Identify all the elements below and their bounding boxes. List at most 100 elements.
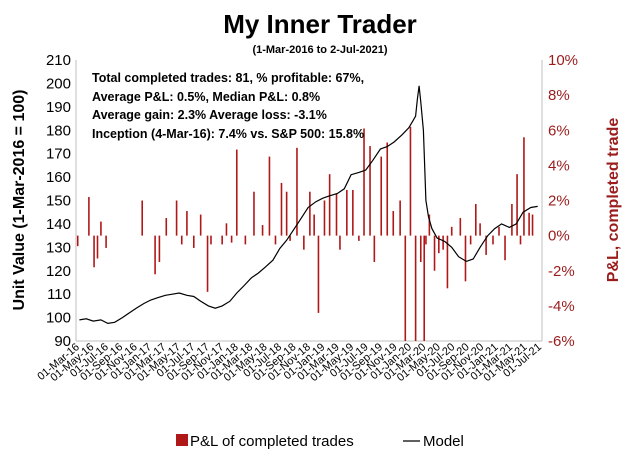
pnl-bar-7	[154, 235, 156, 275]
left-y-tick-1: 100	[46, 310, 71, 327]
pnl-bar-12	[186, 211, 188, 236]
right-y-tick-0: -6%	[548, 333, 575, 350]
annotation-line-2: Average P&L: 0.5%, Median P&L: 0.8%	[92, 90, 320, 104]
pnl-bar-64	[479, 223, 481, 236]
pnl-bar-43	[373, 235, 376, 262]
legend-bar-label: P&L of completed trades	[190, 433, 354, 450]
pnl-bar-73	[528, 212, 530, 236]
pnl-bar-40	[358, 235, 360, 241]
pnl-bar-42	[369, 146, 371, 236]
pnl-bar-3	[96, 235, 99, 259]
pnl-bar-18	[225, 223, 228, 236]
left-y-tick-12: 210	[46, 52, 71, 69]
chart-title: My Inner Trader	[223, 9, 417, 39]
legend-line-label: Model	[423, 433, 464, 450]
right-y-tick-7: 8%	[548, 87, 570, 104]
pnl-bar-50	[414, 235, 417, 341]
pnl-bar-28	[289, 235, 291, 241]
pnl-bar-57	[442, 235, 444, 250]
left-y-tick-11: 200	[46, 75, 71, 92]
pnl-bar-41	[363, 128, 365, 236]
pnl-bar-2	[93, 235, 95, 268]
pnl-bar-62	[469, 235, 472, 245]
annotation-line-1: Total completed trades: 81, % profitable…	[92, 71, 364, 85]
left-y-tick-2: 110	[47, 286, 71, 303]
pnl-bar-47	[399, 200, 401, 236]
right-y-tick-1: -4%	[548, 298, 575, 315]
pnl-bar-65	[485, 235, 487, 255]
left-y-axis-label: Unit Value (1-Mar-2016 = 100)	[11, 90, 28, 311]
pnl-bar-25	[274, 235, 277, 245]
pnl-bar-45	[386, 142, 389, 236]
left-y-tick-0: 90	[54, 333, 71, 350]
left-y-tick-4: 130	[46, 239, 71, 256]
pnl-bar-5	[105, 235, 107, 248]
pnl-bar-67	[498, 226, 500, 236]
pnl-bar-37	[339, 235, 341, 250]
right-y-tick-6: 6%	[548, 122, 570, 139]
pnl-bar-27	[285, 191, 288, 236]
pnl-bar-71	[519, 235, 522, 245]
right-y-tick-5: 4%	[548, 157, 570, 174]
left-y-tick-3: 120	[46, 263, 71, 280]
left-y-tick-10: 190	[46, 99, 71, 116]
pnl-bar-14	[199, 214, 202, 236]
pnl-bar-4	[100, 221, 102, 236]
pnl-bar-9	[165, 218, 168, 236]
pnl-bar-29	[296, 147, 298, 236]
right-y-tick-4: 2%	[548, 193, 570, 210]
pnl-bar-34	[323, 200, 326, 236]
right-y-ticks: -6% -4% -2% 0% 2% 4% 6% 8% 10%	[548, 52, 578, 350]
pnl-bar-66	[492, 235, 494, 245]
pnl-bar-8	[158, 235, 161, 262]
pnl-bar-63	[474, 204, 477, 236]
annotation-box: Total completed trades: 81, % profitable…	[92, 71, 364, 141]
pnl-bar-26	[280, 182, 283, 236]
right-y-axis-label: P&L, completed trade	[605, 118, 622, 283]
pnl-bar-31	[309, 191, 311, 236]
pnl-bar-69	[511, 204, 513, 236]
pnl-bar-38	[346, 189, 348, 236]
pnl-bar-70	[516, 174, 518, 236]
pnl-bar-30	[303, 235, 305, 250]
pnl-bar-35	[328, 174, 331, 236]
pnl-bar-11	[180, 235, 183, 245]
left-y-tick-5: 140	[46, 216, 71, 233]
pnl-bar-49	[409, 126, 412, 236]
left-y-tick-9: 180	[46, 122, 71, 139]
annotation-line-3: Average gain: 2.3% Average loss: -3.1%	[92, 108, 327, 122]
pnl-bar-10	[175, 200, 178, 236]
right-y-tick-2: -2%	[548, 263, 575, 280]
model-line	[79, 85, 538, 325]
pnl-bar-33	[317, 235, 320, 313]
pnl-bar-19	[230, 235, 233, 243]
pnl-bar-68	[504, 235, 506, 261]
pnl-bar-0	[76, 235, 79, 247]
pnl-bar-54	[428, 214, 431, 236]
pnl-bar-51	[419, 235, 422, 262]
x-ticks: 01-Mar-1601-May-1601-Jul-1601-Sep-1601-N…	[35, 341, 544, 384]
pnl-bar-1	[88, 196, 90, 236]
pnl-bar-24	[268, 156, 271, 236]
right-y-tick-8: 10%	[548, 52, 578, 69]
pnl-bar-56	[438, 235, 440, 254]
left-y-tick-6: 150	[46, 193, 71, 210]
pnl-bar-36	[335, 193, 338, 236]
pnl-bar-46	[392, 211, 395, 236]
pnl-bar-15	[206, 235, 209, 292]
pnl-bar-23	[261, 225, 264, 236]
pnl-bar-44	[380, 156, 383, 236]
pnl-bar-16	[210, 235, 212, 245]
annotation-line-4: Inception (4-Mar-16): 7.4% vs. S&P 500: …	[92, 127, 364, 141]
pnl-bar-13	[192, 235, 195, 248]
pnl-bar-52	[423, 235, 426, 341]
pnl-bar-22	[253, 191, 255, 236]
pnl-bar-58	[446, 235, 449, 289]
left-y-tick-8: 170	[46, 146, 71, 163]
legend: P&L of completed trades Model	[176, 433, 464, 450]
plot-area	[75, 60, 543, 342]
pnl-bar-59	[450, 226, 453, 236]
pnl-bar-53	[425, 235, 427, 245]
pnl-bar-20	[235, 149, 238, 236]
